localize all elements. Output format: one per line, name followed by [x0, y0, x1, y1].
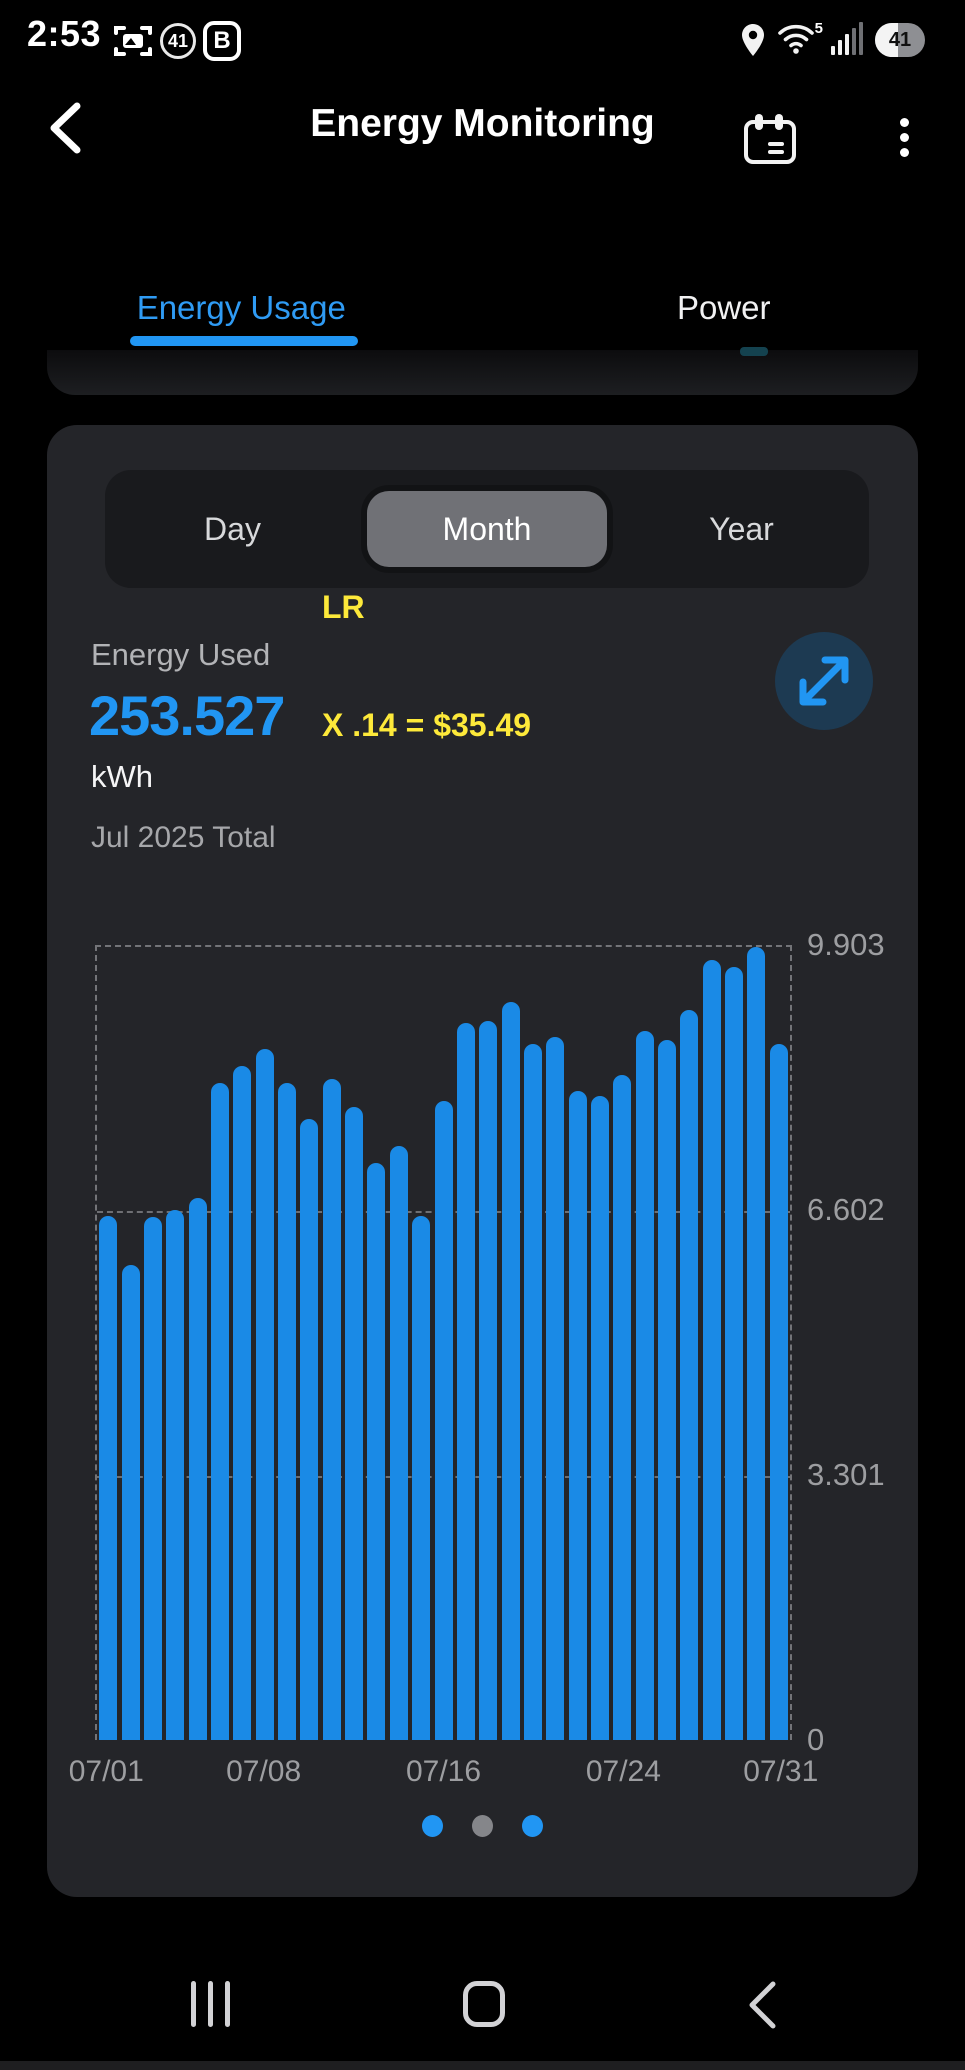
bar-07/08[interactable]	[255, 1048, 274, 1740]
bar-07/19[interactable]	[501, 1001, 520, 1740]
battery-fill	[875, 23, 898, 57]
y-tick-label: 9.903	[807, 927, 885, 962]
system-nav-bar	[0, 1955, 965, 2060]
bar-07/25[interactable]	[635, 1030, 654, 1740]
bar-07/20[interactable]	[523, 1044, 542, 1740]
bar-07/02[interactable]	[121, 1265, 140, 1740]
gesture-hint-strip	[0, 2061, 965, 2070]
bar-07/16[interactable]	[434, 1101, 453, 1740]
page-dot-1[interactable]	[422, 1815, 443, 1837]
bar-07/13[interactable]	[367, 1162, 386, 1740]
scrolled-card-sliver[interactable]	[47, 347, 918, 395]
bar-07/22[interactable]	[568, 1090, 587, 1740]
nav-back-icon	[749, 1981, 776, 2029]
period-total-label: Jul 2025 Total	[91, 821, 276, 854]
back-button[interactable]	[48, 100, 96, 156]
b-app-notification-icon: B	[203, 21, 241, 61]
tab-energy-usage[interactable]: Energy Usage	[0, 258, 483, 358]
bar-07/30[interactable]	[747, 947, 766, 1740]
page-indicator	[47, 1815, 918, 1837]
expand-icon	[799, 656, 849, 706]
x-tick-label: 07/01	[68, 1755, 144, 1788]
bar-07/15[interactable]	[412, 1216, 431, 1740]
energy-usage-card: Day Month Year LR Energy Used 253.527 X …	[47, 425, 918, 1897]
expand-chart-button[interactable]	[775, 632, 873, 730]
y-tick-label: 0	[807, 1722, 825, 1757]
chart-plot[interactable]	[95, 945, 792, 1740]
calendar-button[interactable]	[744, 114, 796, 164]
period-selector: Day Month Year	[105, 470, 869, 588]
kebab-icon	[884, 117, 924, 157]
y-tick-label: 3.301	[807, 1456, 885, 1492]
bar-07/31[interactable]	[769, 1044, 788, 1740]
calendar-icon	[744, 114, 796, 164]
home-icon	[463, 1980, 505, 2027]
bar-07/10[interactable]	[300, 1119, 319, 1740]
bar-07/05[interactable]	[188, 1197, 207, 1740]
x-tick-label: 07/08	[226, 1755, 302, 1788]
page-title: Energy Monitoring	[310, 102, 655, 145]
signal-strength-icon	[831, 22, 863, 55]
location-icon	[742, 24, 764, 56]
screen-capture-icon	[113, 23, 153, 59]
nav-back-button[interactable]	[702, 1955, 822, 2055]
bar-07/11[interactable]	[322, 1079, 341, 1740]
status-bar: 2:53 41 B	[0, 0, 965, 66]
bar-07/24[interactable]	[613, 1074, 632, 1740]
bar-07/17[interactable]	[456, 1023, 475, 1740]
bar-07/06[interactable]	[210, 1083, 229, 1740]
chart-x-axis: 07/01 07/08 07/16 07/24 07/31	[69, 1755, 819, 1795]
cost-formula-annotation: X .14 = $35.49	[322, 707, 532, 743]
period-year-button[interactable]: Year	[614, 470, 869, 588]
app-header: Energy Monitoring	[0, 88, 965, 168]
bar-07/12[interactable]	[345, 1106, 364, 1740]
bar-07/07[interactable]	[233, 1065, 252, 1740]
page-dot-3[interactable]	[522, 1815, 543, 1837]
lr-annotation: LR	[322, 589, 365, 625]
period-month-button[interactable]: Month	[367, 491, 607, 567]
y-tick-label: 6.602	[807, 1191, 885, 1227]
tab-bar: Energy Usage Power	[0, 258, 965, 358]
bar-07/28[interactable]	[702, 960, 721, 1740]
bar-07/04[interactable]	[166, 1209, 185, 1740]
battery-icon: 41	[875, 23, 925, 57]
bar-07/18[interactable]	[479, 1020, 498, 1740]
battery-percent: 41	[888, 28, 912, 51]
page-dot-2[interactable]	[472, 1815, 493, 1837]
x-tick-label: 07/16	[405, 1755, 482, 1788]
bar-07/01[interactable]	[99, 1216, 118, 1740]
overflow-menu-button[interactable]	[884, 108, 924, 166]
recents-icon	[185, 1980, 236, 2030]
wifi-icon: 5	[777, 20, 823, 58]
bar-07/09[interactable]	[278, 1083, 297, 1740]
bar-07/26[interactable]	[658, 1040, 677, 1740]
home-button[interactable]	[424, 1955, 544, 2055]
tab-power[interactable]: Power	[483, 258, 965, 358]
wifi-generation-label: 5	[814, 20, 823, 37]
x-tick-label: 07/31	[743, 1755, 819, 1788]
bar-07/03[interactable]	[143, 1217, 162, 1740]
bar-07/23[interactable]	[590, 1096, 609, 1740]
bar-07/14[interactable]	[389, 1145, 408, 1740]
x-tick-label: 07/24	[585, 1755, 661, 1788]
clock: 2:53	[27, 13, 102, 54]
status-icons: 5 41	[741, 20, 925, 60]
tab-active-indicator	[130, 336, 358, 346]
period-day-button[interactable]: Day	[105, 470, 360, 588]
scrolled-card-remnant	[740, 347, 768, 356]
chart-y-axis: 9.903 6.602 3.301 0	[807, 927, 907, 1757]
notification-count-icon: 41	[160, 23, 196, 59]
energy-unit-label: kWh	[91, 759, 153, 794]
bar-07/29[interactable]	[725, 967, 744, 1740]
energy-used-value: 253.527	[89, 684, 285, 747]
bar-07/27[interactable]	[680, 1009, 699, 1740]
recents-button[interactable]	[150, 1955, 270, 2055]
energy-used-label: Energy Used	[91, 637, 271, 672]
bar-07/21[interactable]	[546, 1036, 565, 1740]
